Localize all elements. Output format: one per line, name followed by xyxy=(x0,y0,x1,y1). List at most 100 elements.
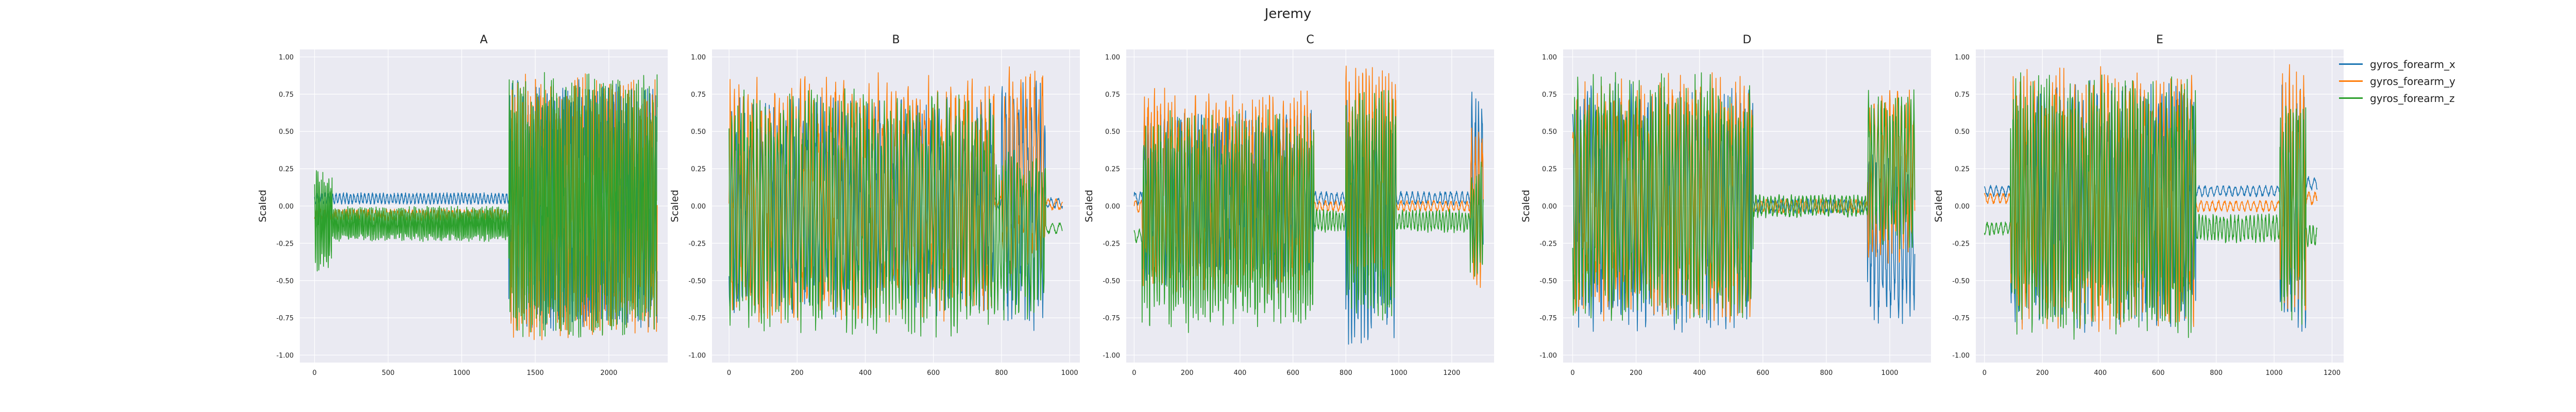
y-tick-label: -0.50 xyxy=(276,278,294,285)
y-tick-label: 0.50 xyxy=(1955,128,1970,136)
y-tick-label: 0.50 xyxy=(279,128,294,136)
y-tick-label: -0.50 xyxy=(1539,278,1557,285)
legend-item-gyros-forearm-z: gyros_forearm_z xyxy=(2339,90,2455,107)
x-tick-label: 400 xyxy=(1233,369,1246,377)
x-tick-label: 1200 xyxy=(1443,369,1460,377)
y-tick-label: -1.00 xyxy=(688,352,706,360)
x-tick-label: 0 xyxy=(1132,369,1136,377)
y-tick-label: 0.75 xyxy=(279,91,294,99)
y-tick-label: 0.25 xyxy=(1955,166,1970,174)
x-tick-label: 1000 xyxy=(1391,369,1408,377)
y-tick-label: 0.25 xyxy=(1105,166,1120,174)
y-axis-label: Scaled xyxy=(257,190,268,222)
series-line-gyros-forearm-x xyxy=(1572,82,1916,333)
x-tick-label: 400 xyxy=(1693,369,1706,377)
series-line-gyros-forearm-z xyxy=(314,72,658,338)
series-line-gyros-forearm-z xyxy=(1984,72,2318,340)
y-tick-label: 1.00 xyxy=(691,54,706,61)
y-tick-label: 0.25 xyxy=(691,166,706,174)
y-tick-label: -0.75 xyxy=(1539,315,1557,322)
y-tick-label: 1.00 xyxy=(1542,54,1557,61)
panel-title: A xyxy=(480,33,487,46)
x-tick-label: 400 xyxy=(2094,369,2107,377)
x-tick-label: 1000 xyxy=(1061,369,1078,377)
x-tick-label: 0 xyxy=(1982,369,1987,377)
panel-d: -1.00 -0.75 -0.50 -0.25 0.00 0.25 0.50 0.75 1.00… xyxy=(1520,33,1931,377)
legend-swatch xyxy=(2339,80,2363,82)
x-tick-label: 0 xyxy=(312,369,316,377)
y-tick-label: 0.00 xyxy=(1542,203,1557,211)
y-tick-label: -0.50 xyxy=(1952,278,1970,285)
panel-c: -1.00 -0.75 -0.50 -0.25 0.00 0.25 0.50 0.75 1.00… xyxy=(1083,33,1494,377)
panel-title: B xyxy=(892,33,900,46)
y-tick-label: 0.00 xyxy=(691,203,706,211)
y-tick-label: 0.25 xyxy=(1542,166,1557,174)
x-tick-label: 2000 xyxy=(600,369,617,377)
figure-title: Jeremy xyxy=(1264,6,1312,22)
y-tick-label: 0.75 xyxy=(1542,91,1557,99)
y-tick-label: -0.75 xyxy=(1952,315,1970,322)
series-line-gyros-forearm-z xyxy=(1572,72,1916,324)
panel-a: -1.00 -0.75 -0.50 -0.25 0.00 0.25 0.50 0.75 1.00… xyxy=(257,33,668,377)
y-tick-label: -1.00 xyxy=(1103,352,1120,360)
y-tick-label: -1.00 xyxy=(1952,352,1970,360)
x-tick-label: 200 xyxy=(791,369,804,377)
x-tick-label: 1000 xyxy=(453,369,470,377)
x-tick-label: 200 xyxy=(1181,369,1194,377)
y-tick-label: -0.25 xyxy=(1539,240,1557,248)
y-tick-label: 0.50 xyxy=(691,128,706,136)
x-tick-label: 500 xyxy=(382,369,395,377)
y-tick-label: 0.25 xyxy=(279,166,294,174)
y-axis-label: Scaled xyxy=(669,190,681,222)
x-tick-label: 400 xyxy=(859,369,872,377)
panel-title: C xyxy=(1306,33,1314,46)
x-tick-label: 800 xyxy=(2210,369,2223,377)
x-tick-label: 800 xyxy=(1340,369,1352,377)
y-tick-label: -1.00 xyxy=(1539,352,1557,360)
legend-item-gyros-forearm-x: gyros_forearm_x xyxy=(2339,56,2455,73)
y-tick-label: -0.50 xyxy=(688,278,706,285)
x-tick-label: 200 xyxy=(1630,369,1642,377)
panel-b: -1.00 -0.75 -0.50 -0.25 0.00 0.25 0.50 0.75 1.00… xyxy=(669,33,1080,377)
y-tick-label: -0.75 xyxy=(276,315,294,322)
x-tick-label: 200 xyxy=(2036,369,2049,377)
y-tick-label: 1.00 xyxy=(1105,54,1120,61)
x-tick-label: 1500 xyxy=(527,369,544,377)
y-tick-label: 0.00 xyxy=(1955,203,1970,211)
x-tick-label: 1000 xyxy=(2266,369,2283,377)
y-tick-label: 0.50 xyxy=(1105,128,1120,136)
y-tick-label: -0.25 xyxy=(1103,240,1120,248)
x-tick-label: 600 xyxy=(1286,369,1299,377)
legend-swatch xyxy=(2339,63,2363,65)
y-axis-label: Scaled xyxy=(1520,190,1532,222)
y-tick-label: -0.25 xyxy=(276,240,294,248)
y-tick-label: 0.75 xyxy=(691,91,706,99)
y-axis-label: Scaled xyxy=(1083,190,1095,222)
panel-title: E xyxy=(2156,33,2163,46)
y-tick-label: 0.75 xyxy=(1955,91,1970,99)
series-line-gyros-forearm-z xyxy=(1133,90,1484,333)
y-tick-label: -1.00 xyxy=(276,352,294,360)
x-tick-label: 600 xyxy=(1756,369,1769,377)
x-tick-label: 600 xyxy=(927,369,940,377)
legend-item-gyros-forearm-y: gyros_forearm_y xyxy=(2339,73,2455,90)
y-tick-label: -0.50 xyxy=(1103,278,1120,285)
series-line-gyros-forearm-z xyxy=(728,88,1063,338)
legend: gyros_forearm_x gyros_forearm_y gyros_fo… xyxy=(2339,56,2455,107)
legend-label: gyros_forearm_y xyxy=(2370,75,2455,88)
legend-label: gyros_forearm_x xyxy=(2370,58,2455,71)
panel-e: -1.00 -0.75 -0.50 -0.25 0.00 0.25 0.50 0.75 1.00… xyxy=(1933,33,2344,377)
x-tick-label: 1200 xyxy=(2324,369,2341,377)
y-tick-label: -0.75 xyxy=(688,315,706,322)
y-axis-label: Scaled xyxy=(1933,190,1944,222)
x-tick-label: 800 xyxy=(995,369,1008,377)
x-tick-label: 800 xyxy=(1820,369,1833,377)
legend-swatch xyxy=(2339,97,2363,99)
legend-label: gyros_forearm_z xyxy=(2370,92,2455,105)
y-tick-label: 0.00 xyxy=(279,203,294,211)
y-tick-label: -0.75 xyxy=(1103,315,1120,322)
x-tick-label: 0 xyxy=(1570,369,1574,377)
x-tick-label: 0 xyxy=(727,369,731,377)
y-tick-label: -0.25 xyxy=(688,240,706,248)
